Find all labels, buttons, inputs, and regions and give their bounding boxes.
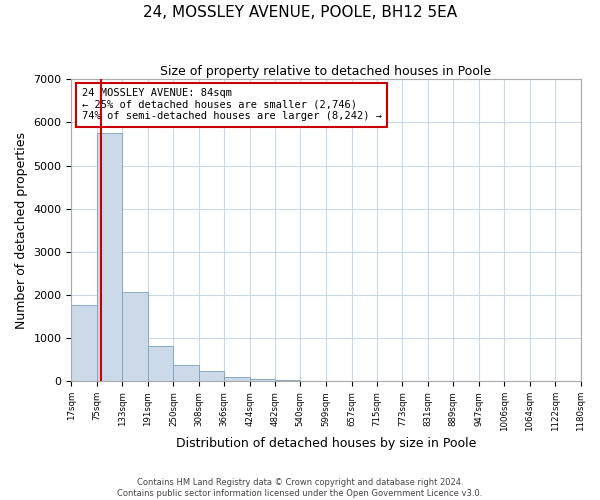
Bar bbox=[301, 380, 326, 382]
Bar bbox=[275, 380, 301, 382]
Bar bbox=[122, 292, 148, 382]
Bar bbox=[173, 365, 199, 382]
Title: Size of property relative to detached houses in Poole: Size of property relative to detached ho… bbox=[160, 65, 491, 78]
Bar bbox=[199, 372, 224, 382]
Text: 24, MOSSLEY AVENUE, POOLE, BH12 5EA: 24, MOSSLEY AVENUE, POOLE, BH12 5EA bbox=[143, 5, 457, 20]
Text: Contains HM Land Registry data © Crown copyright and database right 2024.
Contai: Contains HM Land Registry data © Crown c… bbox=[118, 478, 482, 498]
Bar bbox=[148, 346, 173, 382]
Text: 24 MOSSLEY AVENUE: 84sqm
← 25% of detached houses are smaller (2,746)
74% of sem: 24 MOSSLEY AVENUE: 84sqm ← 25% of detach… bbox=[82, 88, 382, 122]
Bar bbox=[97, 132, 122, 382]
Y-axis label: Number of detached properties: Number of detached properties bbox=[15, 132, 28, 329]
Bar bbox=[71, 304, 97, 382]
Bar bbox=[250, 379, 275, 382]
Bar bbox=[224, 376, 250, 382]
X-axis label: Distribution of detached houses by size in Poole: Distribution of detached houses by size … bbox=[176, 437, 476, 450]
